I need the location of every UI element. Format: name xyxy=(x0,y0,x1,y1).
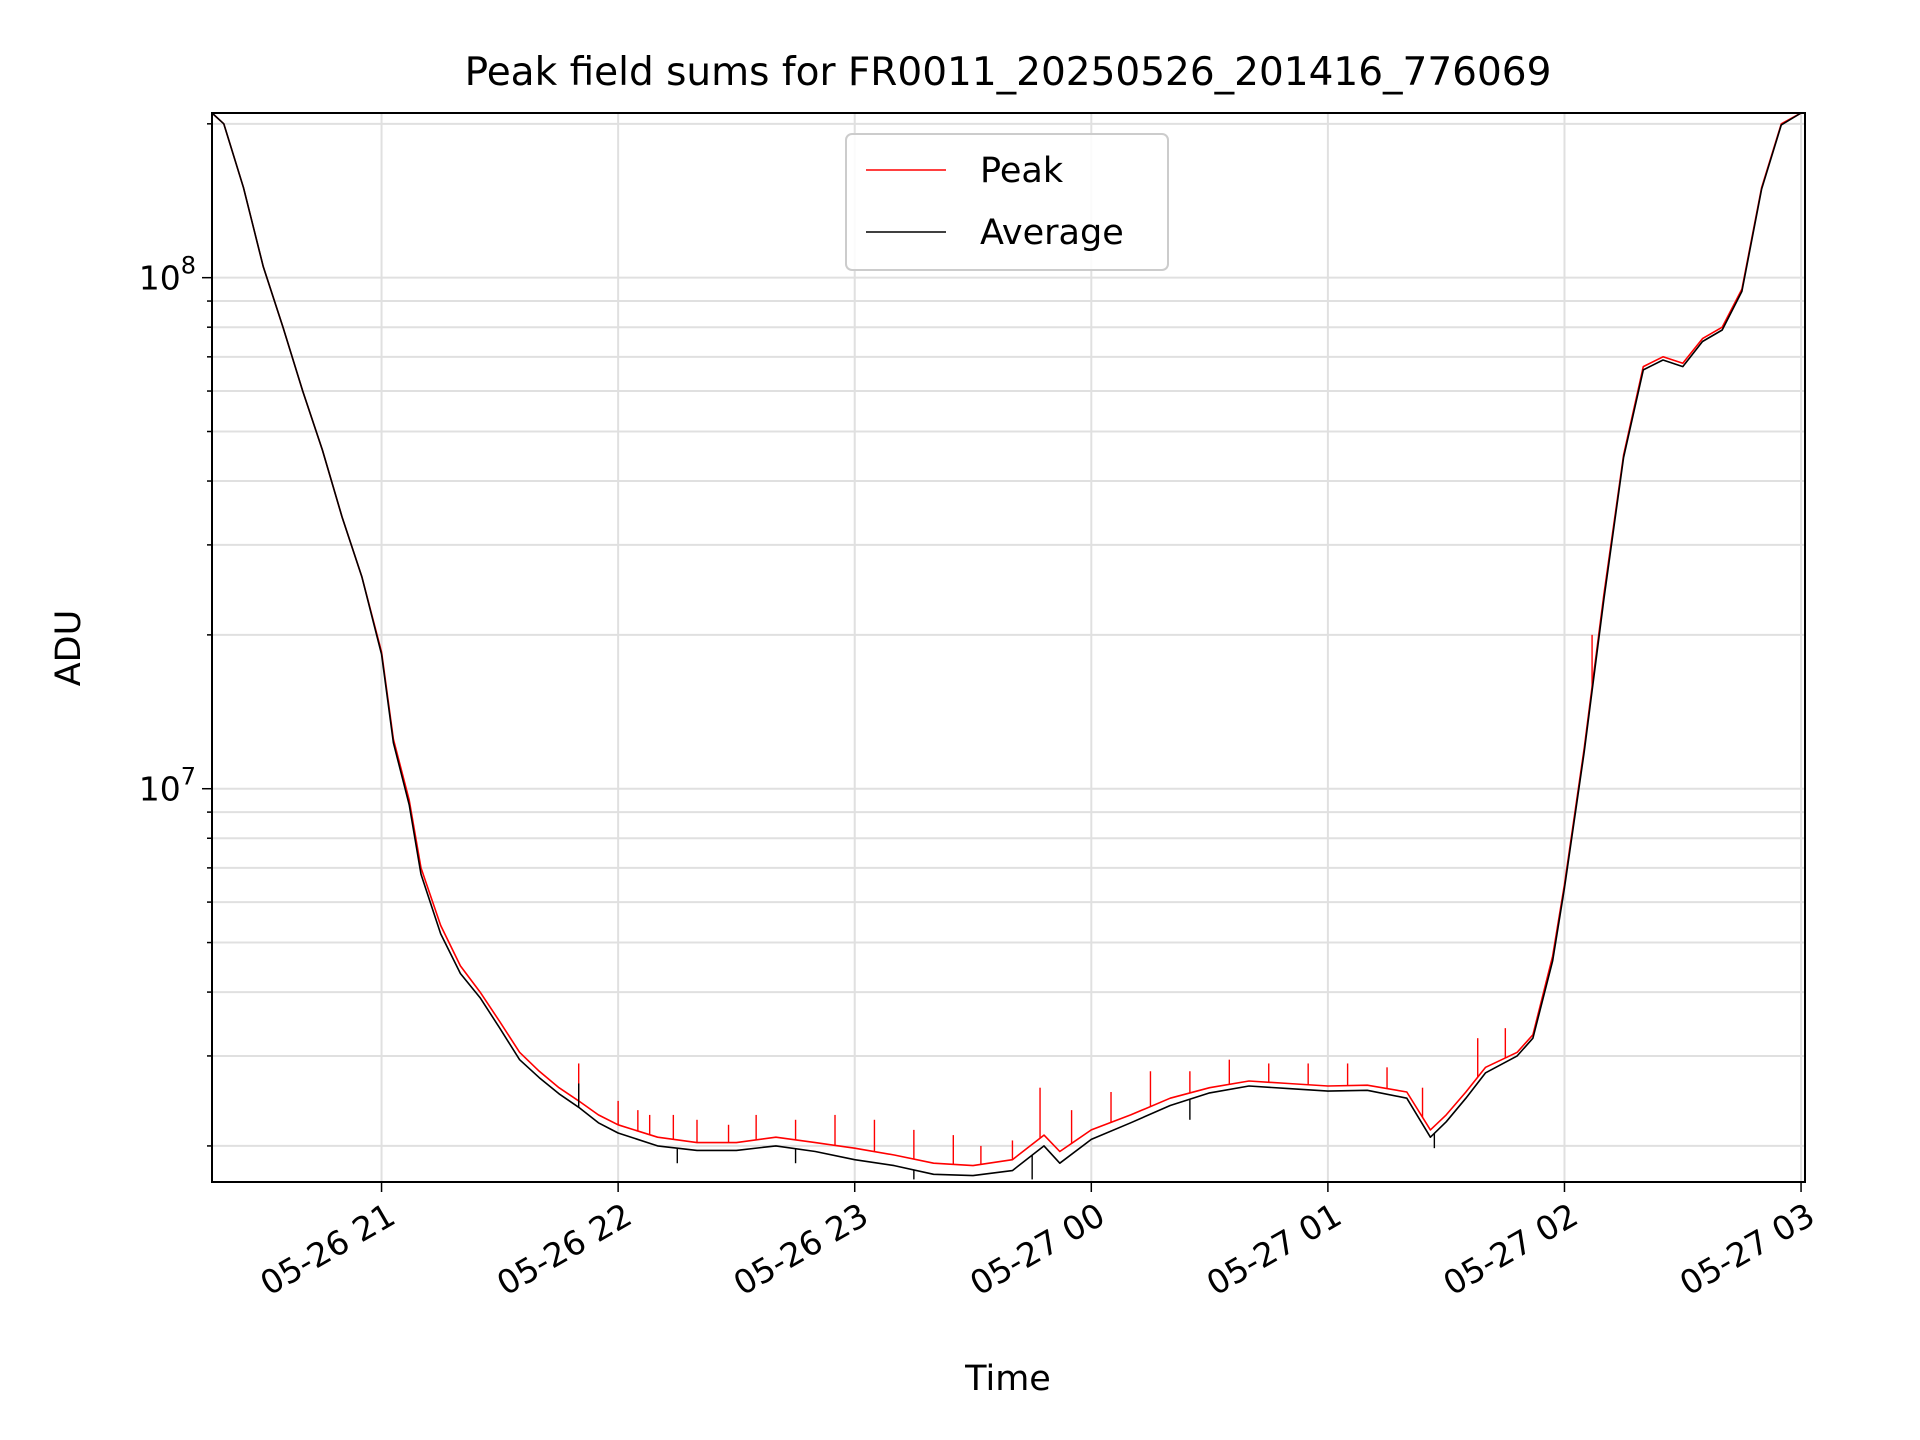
y-tick-base: 10 xyxy=(139,770,181,809)
x-axis-label: Time xyxy=(964,1359,1051,1399)
legend: Peak Average xyxy=(845,133,1169,271)
y-tick-base: 10 xyxy=(139,259,181,298)
grid xyxy=(212,113,1805,1182)
legend-box xyxy=(845,133,1169,271)
legend-label-average: Average xyxy=(980,213,1124,253)
plot-frame xyxy=(211,112,1806,1183)
chart-title: Peak field sums for FR0011_20250526_2014… xyxy=(465,50,1552,95)
y-tick-label: 108 xyxy=(139,252,196,298)
series-layer xyxy=(211,112,1802,1180)
y-tick-exponent: 7 xyxy=(181,763,196,791)
y-axis-label: ADU xyxy=(49,610,89,687)
legend-label-peak: Peak xyxy=(980,151,1064,191)
series-average xyxy=(211,112,1802,1180)
series-line-average xyxy=(211,112,1802,1177)
y-tick-exponent: 8 xyxy=(181,252,196,280)
y-tick-label: 107 xyxy=(139,763,196,809)
